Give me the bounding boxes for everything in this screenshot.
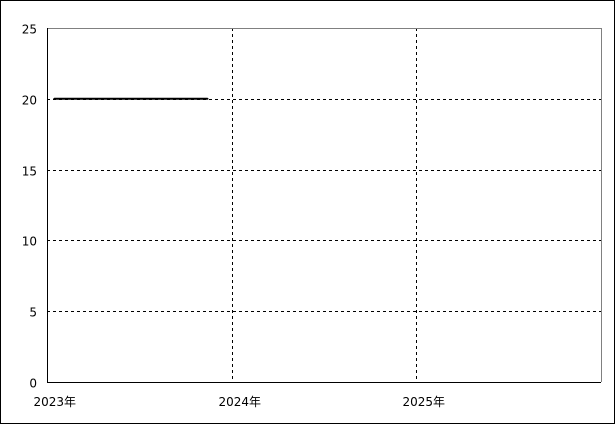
data-point (113, 98, 116, 100)
data-point (129, 98, 132, 100)
y-tick-label: 15 (22, 165, 37, 179)
x-tick-label: 2025年 (403, 395, 446, 409)
data-point (176, 98, 178, 100)
data-point (144, 98, 147, 100)
y-tick-label: 20 (22, 94, 37, 108)
y-tick-label: 25 (22, 23, 37, 37)
data-point (83, 98, 85, 100)
x-tick-label: 2024年 (219, 395, 262, 409)
y-tick-label: 0 (29, 377, 37, 391)
data-point (68, 98, 71, 100)
data-point (206, 98, 209, 100)
x-tick-label: 2023年 (34, 395, 77, 409)
data-point (98, 98, 101, 100)
data-point (160, 98, 163, 100)
data-point (53, 98, 55, 100)
y-tick-label: 5 (29, 306, 37, 320)
data-point (191, 98, 193, 100)
y-tick-label: 10 (22, 235, 37, 249)
